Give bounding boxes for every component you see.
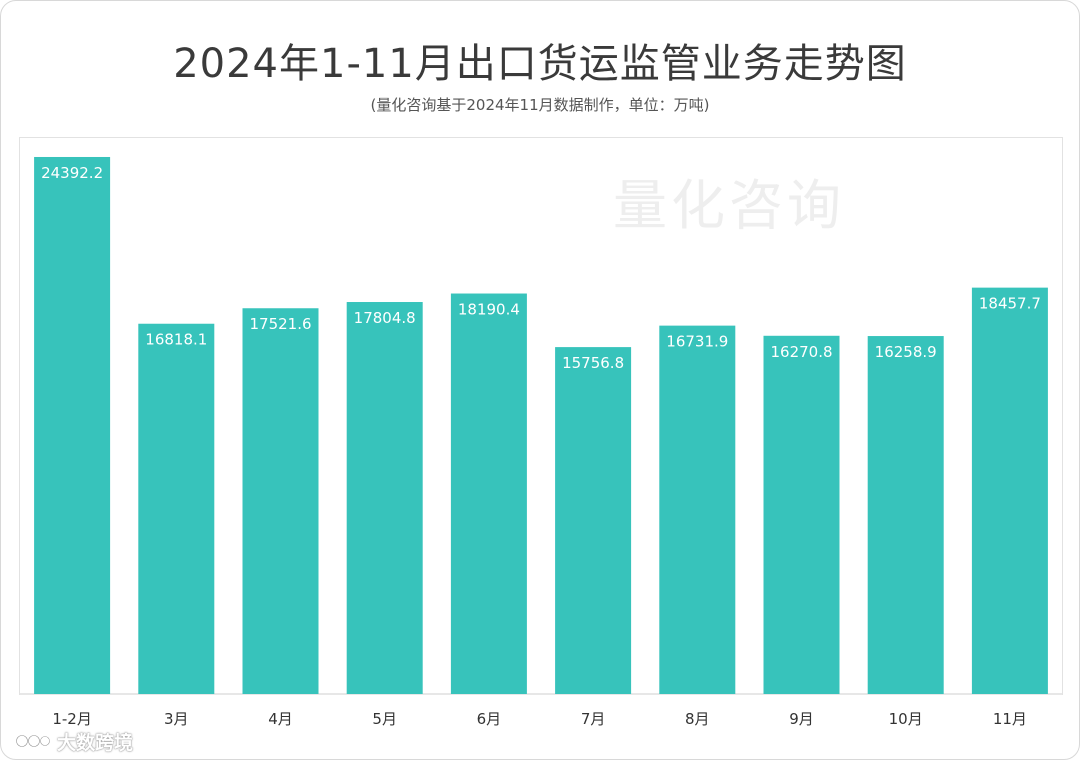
- data-label: 17521.6: [249, 315, 311, 333]
- data-label: 18457.7: [979, 295, 1041, 313]
- data-label: 16731.9: [666, 333, 728, 351]
- x-tick-label: 3月: [164, 710, 189, 728]
- bar-8: [763, 335, 840, 694]
- x-tick-label: 1-2月: [52, 710, 92, 728]
- data-label: 24392.2: [41, 164, 103, 182]
- x-tick-label: 5月: [372, 710, 397, 728]
- x-tick-label: 8月: [685, 710, 710, 728]
- data-label: 16270.8: [770, 343, 832, 361]
- x-tick-label: 11月: [993, 710, 1027, 728]
- data-label: 17804.8: [354, 309, 416, 327]
- data-label: 18190.4: [458, 301, 520, 319]
- chart-subtitle: (量化咨询基于2024年11月数据制作，单位：万吨): [370, 96, 710, 114]
- brand-logo-icon: [15, 734, 51, 748]
- x-tick-label: 6月: [477, 710, 502, 728]
- chart-title: 2024年1-11月出口货运监管业务走势图: [173, 41, 907, 87]
- bar-4: [346, 302, 423, 694]
- bar-10: [971, 287, 1048, 694]
- brand-mark: 大数跨境: [15, 727, 133, 755]
- bar-5: [450, 293, 527, 694]
- plot-area: [19, 137, 1063, 695]
- bar-3: [242, 308, 319, 694]
- watermark-text: 量化咨询: [613, 174, 845, 237]
- bar-6: [555, 347, 632, 694]
- brand-text: 大数跨境: [57, 731, 134, 754]
- x-tick-label: 10月: [889, 710, 923, 728]
- x-tick-label: 9月: [789, 710, 814, 728]
- bar-7: [659, 325, 736, 694]
- data-label: 16258.9: [875, 343, 937, 361]
- bar-2: [138, 323, 215, 694]
- bar-1: [34, 156, 111, 694]
- bar-9: [867, 336, 944, 694]
- data-label: 16818.1: [145, 331, 207, 349]
- x-tick-label: 7月: [581, 710, 606, 728]
- x-tick-label: 4月: [268, 710, 293, 728]
- data-label: 15756.8: [562, 354, 624, 372]
